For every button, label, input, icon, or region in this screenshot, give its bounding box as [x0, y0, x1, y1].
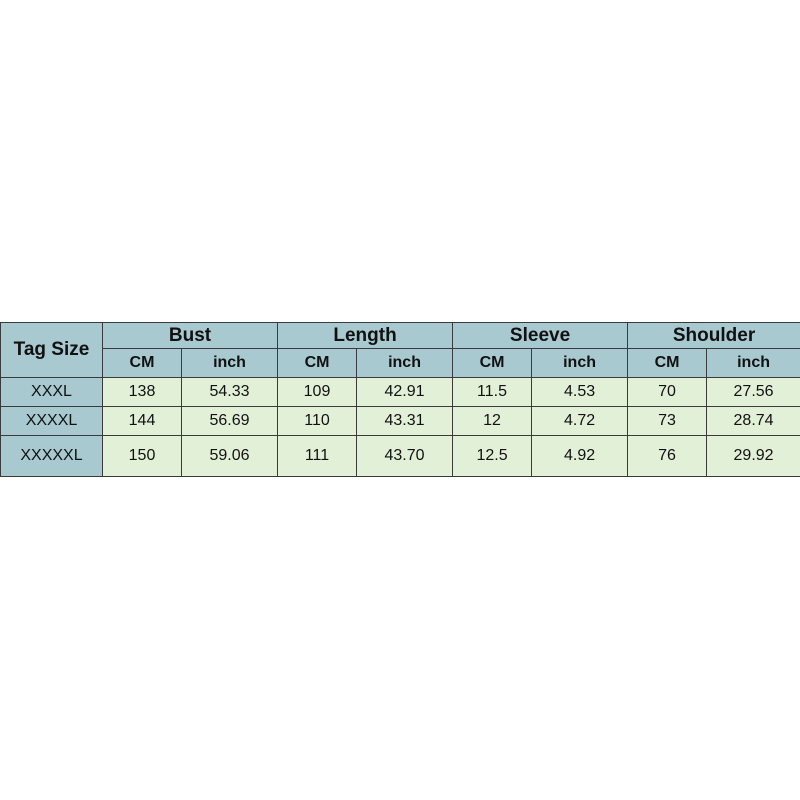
tag-size: XXXL [0, 377, 103, 407]
cell: 12.5 [452, 435, 533, 477]
cell: 138 [102, 377, 182, 407]
group-header: Length [277, 322, 454, 349]
cell: 4.92 [531, 435, 629, 477]
unit-header: CM [627, 348, 708, 378]
cell: 11.5 [452, 377, 533, 407]
unit-header: CM [102, 348, 182, 378]
cell: 43.31 [356, 406, 454, 436]
unit-header: CM [277, 348, 358, 378]
group-header: Sleeve [452, 322, 629, 349]
cell: 70 [627, 377, 708, 407]
cell: 73 [627, 406, 708, 436]
unit-header: inch [706, 348, 800, 378]
cell: 110 [277, 406, 358, 436]
cell: 4.53 [531, 377, 629, 407]
table-row: XXXXXL 150 59.06 111 43.70 12.5 4.92 76 29.92 [0, 435, 800, 477]
tag-size: XXXXL [0, 406, 103, 436]
cell: 29.92 [706, 435, 800, 477]
unit-header: CM [452, 348, 533, 378]
unit-header: inch [356, 348, 454, 378]
cell: 109 [277, 377, 358, 407]
cell: 54.33 [180, 377, 279, 407]
unit-header: inch [180, 348, 279, 378]
cell: 43.70 [356, 435, 454, 477]
corner-header: Tag Size [0, 322, 103, 378]
cell: 12 [452, 406, 533, 436]
cell: 150 [102, 435, 182, 477]
cell: 4.72 [531, 406, 629, 436]
size-table: Tag Size Bust Length Sleeve Shoulder CM inch C… [0, 322, 800, 477]
cell: 27.56 [706, 377, 800, 407]
group-header: Bust [101, 322, 279, 349]
cell: 28.74 [706, 406, 800, 436]
cell: 76 [627, 435, 708, 477]
group-header: Shoulder [627, 322, 800, 349]
table-row: XXXL 138 54.33 109 42.91 11.5 4.53 70 27.56 [0, 377, 800, 407]
cell: 59.06 [180, 435, 279, 477]
unit-header: inch [531, 348, 629, 378]
cell: 111 [277, 435, 358, 477]
tag-size: XXXXXL [0, 435, 103, 477]
cell: 56.69 [180, 406, 279, 436]
cell: 144 [102, 406, 182, 436]
cell: 42.91 [356, 377, 454, 407]
table-row: XXXXL 144 56.69 110 43.31 12 4.72 73 28.74 [0, 406, 800, 436]
